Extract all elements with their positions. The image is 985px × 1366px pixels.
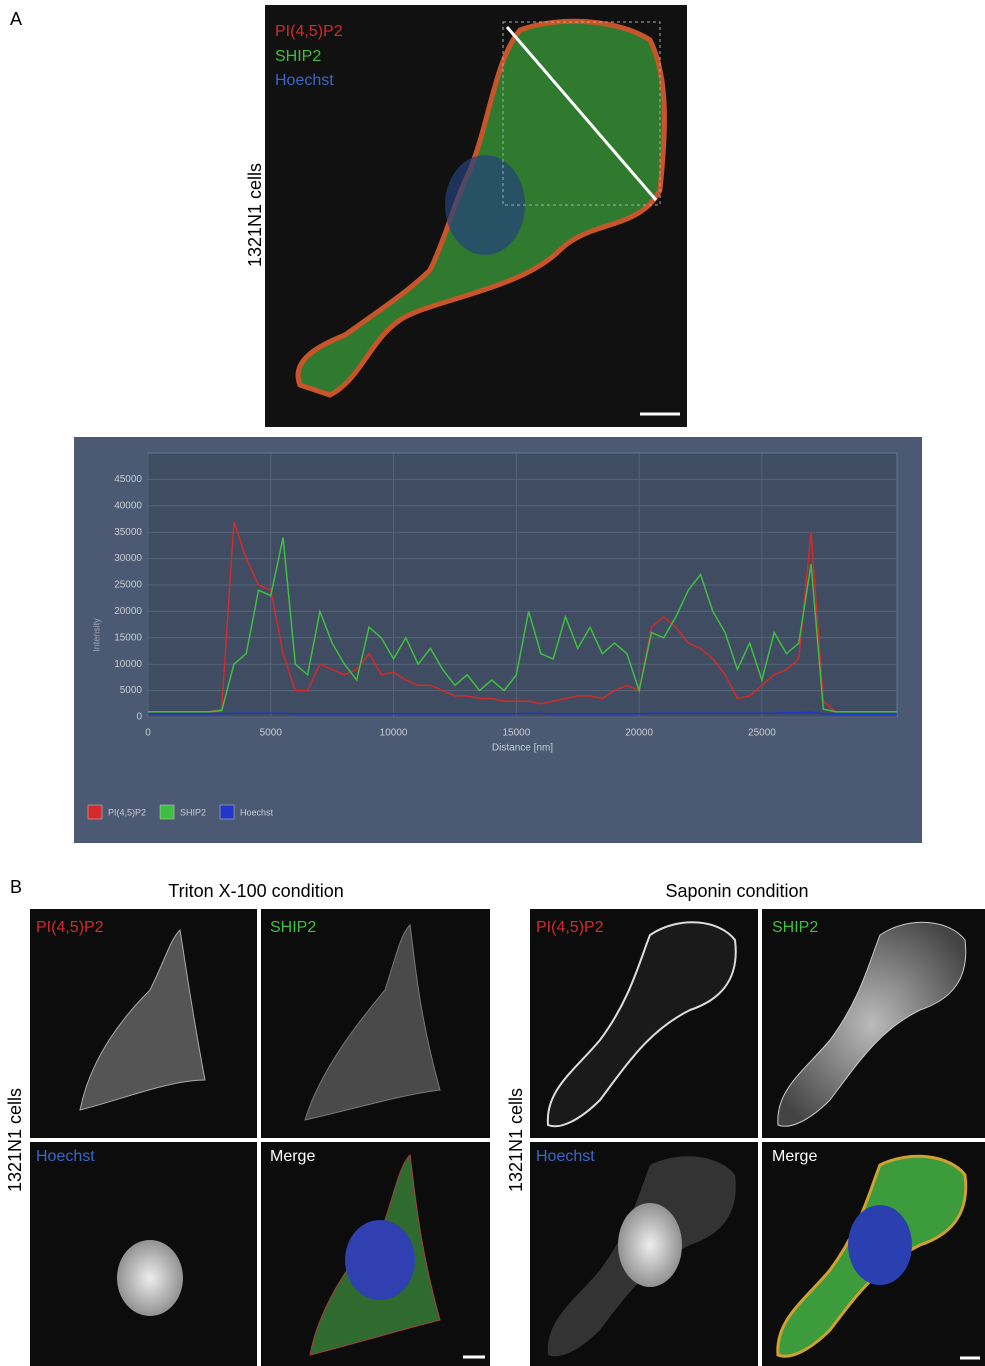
y-tick-label: 30000 — [114, 553, 142, 564]
x-tick-label: 20000 — [625, 728, 653, 739]
nucleus — [117, 1240, 183, 1316]
channel-label: Hoechst — [275, 72, 334, 89]
y-tick-label: 20000 — [114, 606, 142, 617]
nucleus — [618, 1203, 682, 1287]
legend-swatch — [159, 804, 175, 820]
y-axis-label: Intensity — [91, 618, 101, 652]
panel-labels: PI(4,5)P2 SHIP2 Hoechst Merge PI(4,5)P2 SHIP2… — [36, 919, 818, 1165]
nucleus — [848, 1205, 912, 1285]
legend-swatch — [219, 804, 235, 820]
legend-label: Hoechst — [240, 807, 274, 817]
channel-label: PI(4,5)P2 — [275, 23, 343, 40]
row-label: 1321N1 cells — [5, 1088, 25, 1192]
series-line — [148, 711, 897, 716]
y-tick-label: 45000 — [114, 474, 142, 485]
channel-label: Hoechst — [536, 1148, 595, 1165]
series-line — [148, 537, 897, 713]
legend-label: PI(4,5)P2 — [108, 807, 146, 817]
row-label: 1321N1 cells — [245, 163, 265, 267]
row-label: 1321N1 cells — [506, 1088, 526, 1192]
y-tick-label: 25000 — [114, 580, 142, 591]
cell — [79, 928, 206, 1111]
roi-box — [502, 21, 661, 206]
y-tick-label: 40000 — [114, 500, 142, 511]
cell — [304, 923, 441, 1121]
legend-swatch — [87, 804, 103, 820]
channel-label: Merge — [270, 1148, 315, 1165]
y-tick-label: 5000 — [120, 685, 143, 696]
line-profile — [505, 26, 658, 201]
cell — [777, 921, 967, 1127]
cell — [546, 921, 737, 1128]
x-tick-label: 25000 — [748, 728, 776, 739]
channel-label: SHIP2 — [275, 48, 321, 65]
channel-label: PI(4,5)P2 — [536, 919, 604, 936]
y-tick-label: 15000 — [114, 632, 142, 643]
channel-label: SHIP2 — [270, 919, 316, 936]
x-tick-label: 10000 — [380, 728, 408, 739]
plot: 0 5000 10000 15000 20000 25000 30000 35000 40000… — [87, 453, 897, 820]
channel-label: Merge — [772, 1148, 817, 1165]
panel-label: A — [10, 9, 22, 29]
y-tick-label: 10000 — [114, 659, 142, 670]
panel-label: B — [10, 877, 22, 897]
x-tick-label: 5000 — [260, 728, 283, 739]
condition-title: Triton X-100 condition — [168, 881, 343, 901]
channel-label: Hoechst — [36, 1148, 95, 1165]
channel-label: SHIP2 — [772, 919, 818, 936]
legend-label: SHIP2 — [180, 807, 206, 817]
channel-label: PI(4,5)P2 — [36, 919, 104, 936]
series-line — [148, 521, 897, 713]
y-tick-label: 0 — [136, 712, 142, 723]
condition-title: Saponin condition — [665, 881, 808, 901]
x-tick-label: 15000 — [502, 728, 530, 739]
x-tick-label: 0 — [145, 728, 151, 739]
y-tick-label: 35000 — [114, 527, 142, 538]
nucleus — [445, 155, 525, 255]
x-axis-label: Distance [nm] — [492, 743, 553, 754]
nucleus — [345, 1220, 415, 1300]
